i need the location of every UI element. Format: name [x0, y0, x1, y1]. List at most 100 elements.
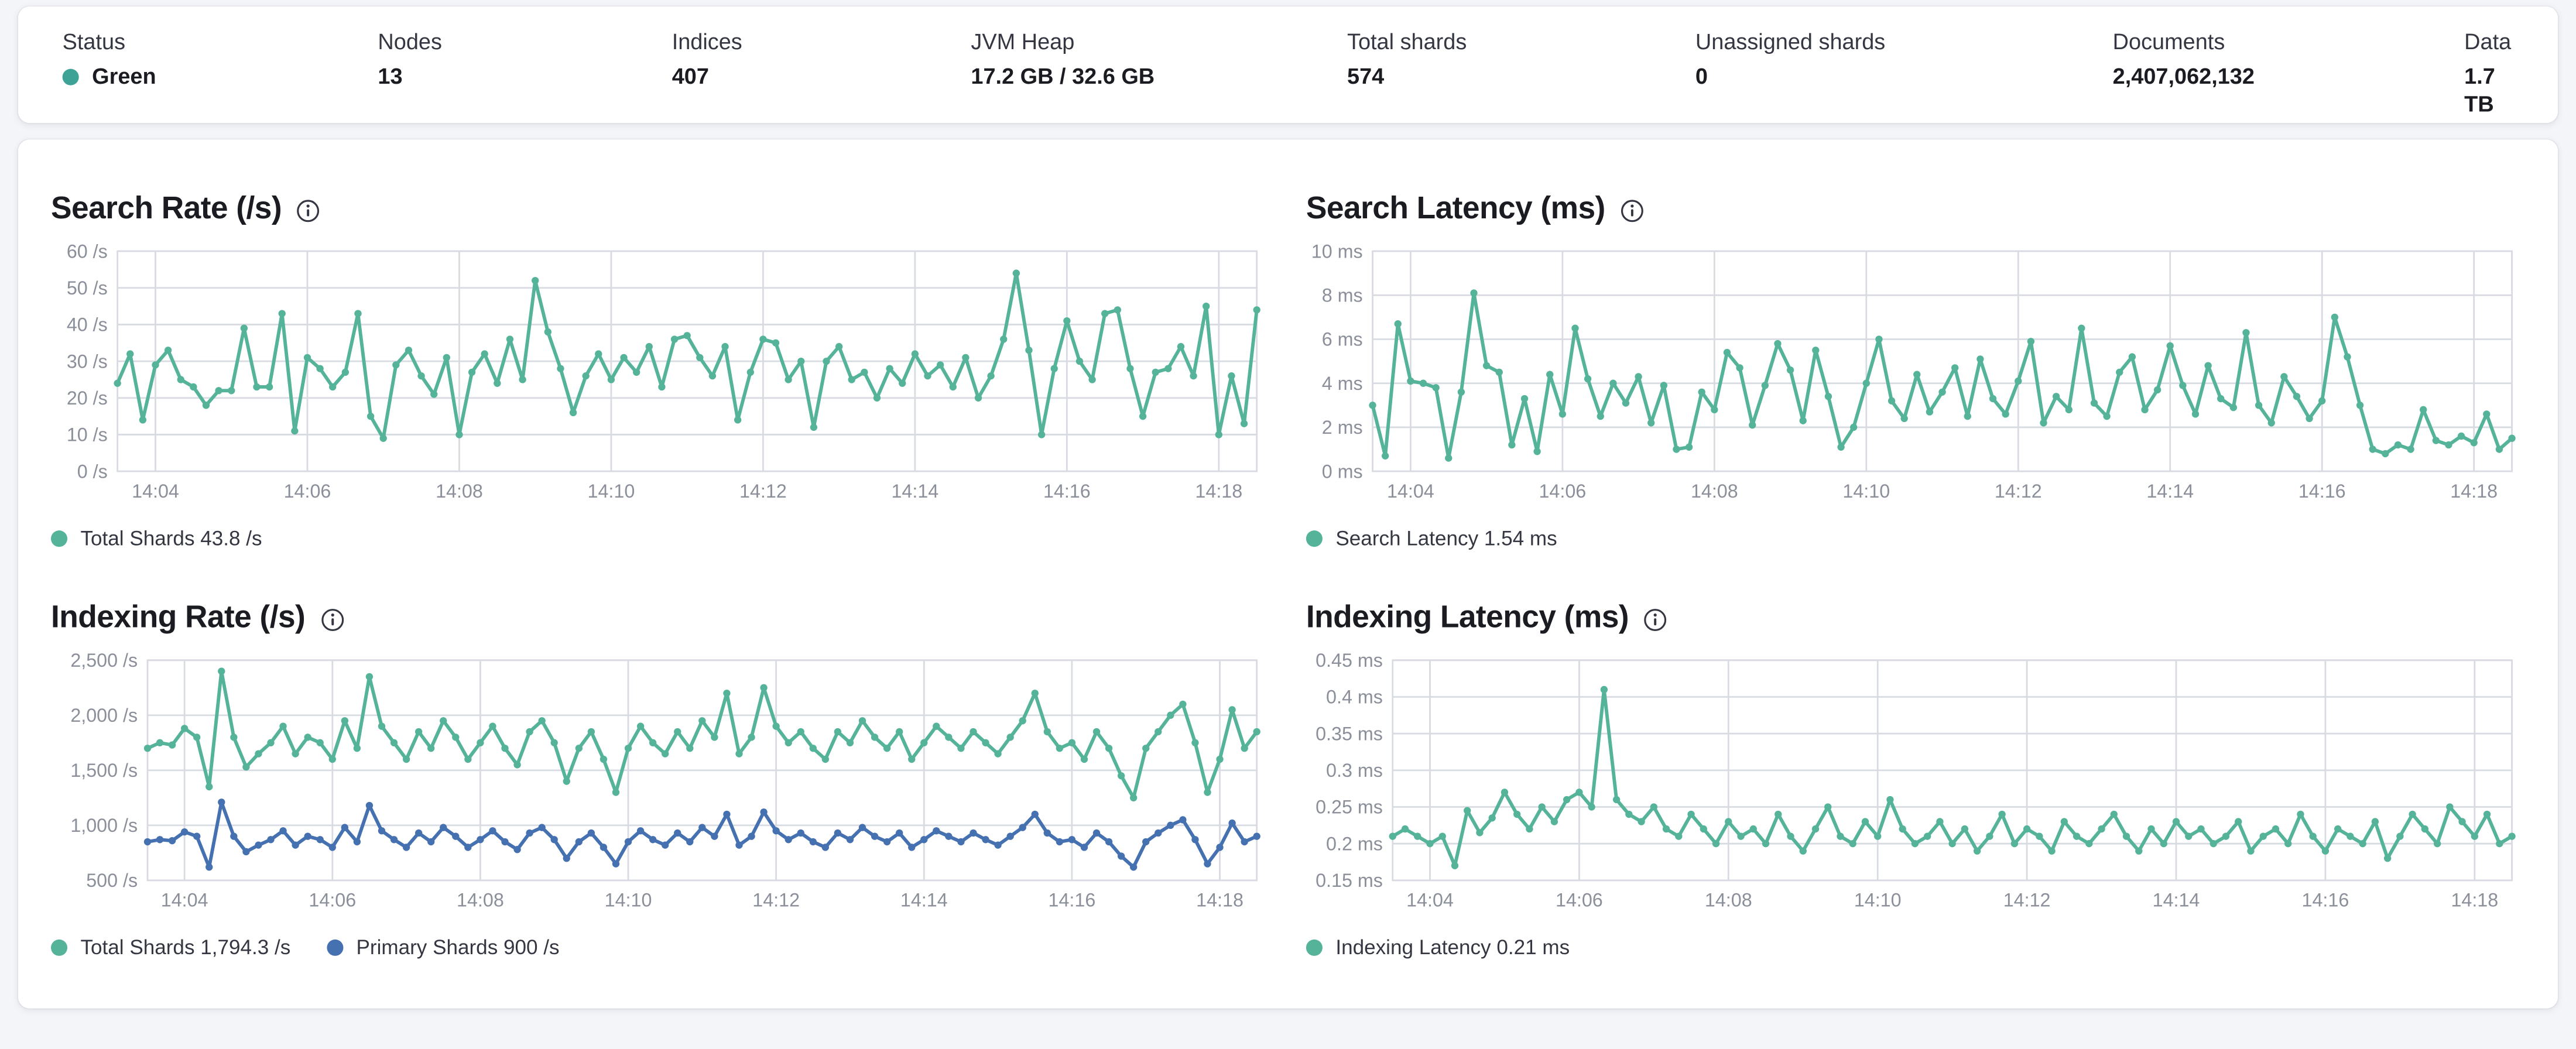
y-axis-tick-label: 1,500 /s	[70, 760, 138, 781]
data-point	[846, 836, 854, 844]
info-icon[interactable]	[1620, 198, 1645, 222]
data-point	[1786, 366, 1794, 374]
y-axis-tick-label: 10 ms	[1311, 241, 1363, 262]
chart-header: Search Rate (/s)	[51, 188, 1276, 231]
data-point	[1216, 755, 1224, 763]
data-point	[821, 844, 830, 851]
data-point	[402, 844, 410, 851]
data-point	[1862, 379, 1870, 387]
legend-item[interactable]: Search Latency 1.54 ms	[1306, 527, 1557, 550]
data-point	[544, 328, 551, 336]
chart-canvas[interactable]: 0.15 ms 0.2 ms 0.25 ms 0.3 ms 0.35 ms 0.4 ms 0…	[1306, 647, 2523, 926]
data-point	[354, 310, 362, 317]
data-point	[2309, 832, 2317, 840]
info-icon[interactable]	[1643, 607, 1668, 632]
data-point	[1476, 829, 1484, 837]
y-axis-tick-label: 30 /s	[67, 351, 108, 372]
x-axis-tick-label: 14:14	[2153, 890, 2200, 911]
data-point	[2116, 368, 2123, 376]
data-point	[2318, 397, 2326, 404]
data-point	[2027, 338, 2035, 345]
chart-canvas[interactable]: 500 /s 1,000 /s 1,500 /s 2,000 /s 2,500 /s 14…	[51, 647, 1268, 926]
data-point	[670, 335, 679, 343]
data-point	[267, 739, 275, 747]
data-point	[265, 383, 273, 391]
data-point	[1401, 825, 1409, 833]
stat-label: Nodes	[378, 29, 442, 54]
stat-value: Green	[62, 62, 378, 90]
data-point	[2085, 840, 2093, 848]
series-line	[1390, 688, 2514, 868]
data-point	[612, 860, 620, 868]
data-point	[2153, 386, 2161, 394]
chart-search-rate: Search Rate (/s) 0 /s 10 /s 20 /s 30 /s 40 /…	[50, 188, 1276, 555]
data-point	[1888, 397, 1896, 404]
chart-canvas[interactable]: 0 /s 10 /s 20 /s 30 /s 40 /s 50 /s 60 /s 14:04 1…	[51, 238, 1268, 517]
cluster-overview-page: Status Green Nodes 13 Indices 407 JVM He…	[0, 6, 2576, 1049]
data-point	[440, 824, 447, 831]
info-icon[interactable]	[296, 198, 321, 222]
data-point	[180, 828, 189, 836]
data-point	[1849, 840, 1856, 848]
data-point	[1762, 840, 1770, 848]
legend-item[interactable]: Primary Shards 900 /s	[327, 936, 560, 959]
stat-indices: Indices 407	[672, 28, 971, 123]
data-point	[600, 755, 608, 763]
cluster-status-panel: Status Green Nodes 13 Indices 407 JVM He…	[18, 6, 2558, 124]
data-point	[513, 846, 521, 853]
data-point	[2229, 403, 2238, 412]
chart-header: Indexing Rate (/s)	[51, 598, 1276, 640]
data-point	[1216, 844, 1224, 851]
data-point	[481, 350, 488, 358]
y-axis-tick-label: 2 ms	[1322, 417, 1363, 438]
data-point	[974, 394, 982, 402]
data-point	[2409, 810, 2416, 818]
data-point	[2235, 818, 2242, 825]
plot-border	[1392, 659, 2513, 882]
legend-item[interactable]: Total Shards 43.8 /s	[50, 527, 262, 550]
data-point	[2048, 847, 2056, 855]
data-point	[2272, 825, 2280, 833]
data-point	[936, 361, 944, 369]
legend-item[interactable]: Indexing Latency 0.21 ms	[1306, 936, 1570, 959]
data-point	[1190, 372, 1197, 380]
x-axis-tick-label: 14:12	[739, 481, 787, 502]
data-point	[1080, 844, 1088, 851]
x-axis-tick-label: 14:06	[284, 481, 331, 502]
info-icon[interactable]	[320, 607, 345, 632]
data-point	[2432, 437, 2440, 444]
stat-value: 17.2 GB / 32.6 GB	[971, 64, 1155, 89]
data-point	[2458, 818, 2466, 825]
data-point	[962, 354, 970, 362]
series-line	[146, 800, 1259, 869]
plot-border	[146, 659, 1258, 882]
stat-jvm-heap: JVM Heap 17.2 GB / 32.6 GB	[971, 28, 1347, 123]
data-point	[190, 383, 197, 391]
data-point	[526, 829, 533, 837]
data-point	[933, 722, 940, 730]
data-point	[2445, 441, 2452, 449]
x-axis-tick-label: 14:16	[1043, 481, 1091, 502]
data-point	[2185, 832, 2193, 840]
data-point	[858, 717, 866, 725]
legend-dot-icon	[50, 939, 68, 956]
stat-label: Data	[2464, 29, 2512, 54]
data-point	[304, 832, 311, 840]
data-point	[1177, 342, 1185, 351]
data-point	[1451, 862, 1459, 869]
x-axis-tick-label: 14:04	[1406, 890, 1454, 911]
chart-canvas[interactable]: 0 ms 2 ms 4 ms 6 ms 8 ms 10 ms 14:04 14:06 14:08…	[1306, 238, 2523, 517]
data-point	[550, 739, 558, 747]
data-point	[1520, 395, 1529, 403]
x-axis-tick-label: 14:04	[1387, 481, 1434, 502]
data-point	[1457, 388, 1465, 396]
data-point	[858, 824, 866, 831]
data-point	[1068, 739, 1076, 747]
x-axis-tick-label: 14:10	[588, 481, 635, 502]
data-point	[1464, 807, 1471, 814]
legend-item[interactable]: Total Shards 1,794.3 /s	[50, 936, 290, 959]
x-axis-tick-label: 14:18	[1195, 481, 1242, 502]
data-point	[1926, 408, 1934, 416]
stat-documents: Documents 2,407,062,132	[2113, 28, 2465, 123]
data-point	[987, 372, 995, 380]
